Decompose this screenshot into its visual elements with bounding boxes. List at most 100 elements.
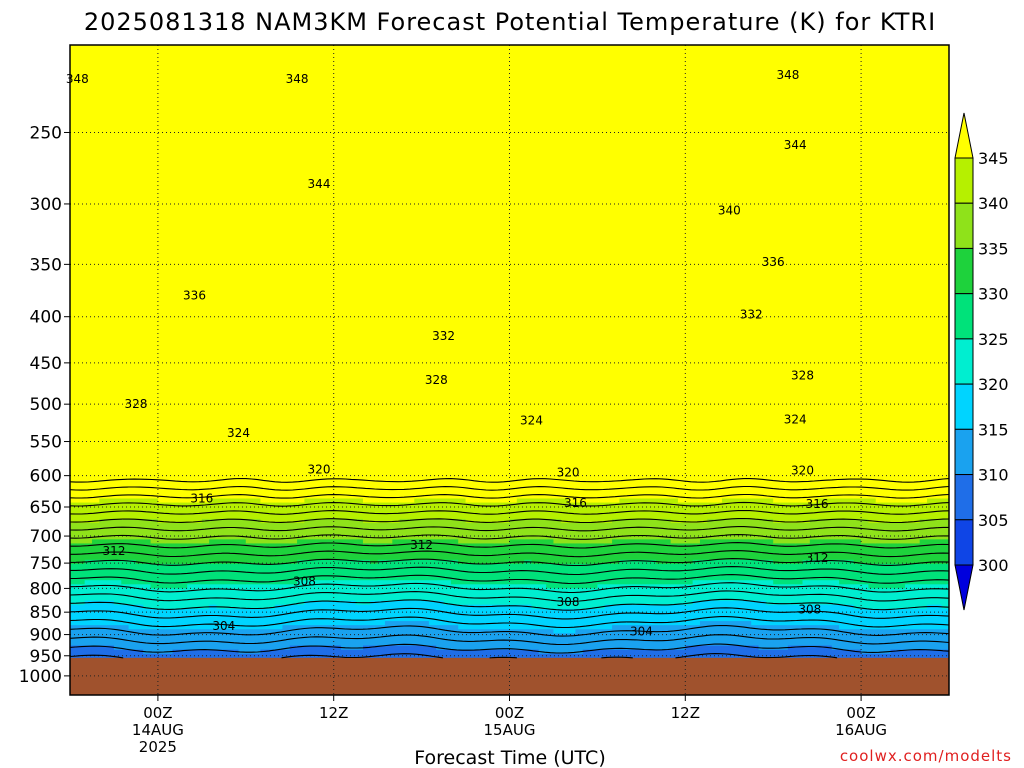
y-tick-label: 850 — [30, 603, 62, 623]
contour-322 — [70, 590, 949, 602]
colorbar-label: 335 — [978, 239, 1009, 258]
y-tick-label: 650 — [30, 498, 62, 518]
colorbar-label: 330 — [978, 285, 1009, 304]
contour-310 — [70, 643, 949, 654]
colorbar-label: 340 — [978, 194, 1009, 213]
contour-338 — [70, 526, 949, 532]
contour-344 — [70, 501, 949, 507]
contour-314 — [70, 624, 949, 637]
x-tick-label: 00Z — [846, 704, 875, 722]
contour-label: 332 — [432, 329, 455, 343]
credit-text: coolwx.com/modelts — [840, 747, 1012, 765]
contour-label: 340 — [718, 203, 741, 217]
colorbar-segment — [954, 428, 974, 476]
colorbar-label: 315 — [978, 420, 1009, 439]
colorbar-segment — [954, 383, 974, 430]
contour-label: 320 — [308, 463, 331, 477]
contour-label: 344 — [784, 138, 807, 152]
x-tick-label: 16AUG — [835, 721, 887, 739]
colorbar: 300 305 310 315 320 325 330 335 340 345 — [954, 112, 1009, 611]
contour-label: 316 — [564, 496, 587, 510]
contour-label: 336 — [183, 289, 206, 303]
contour-label: 320 — [791, 463, 814, 477]
y-tick-label: 350 — [30, 255, 62, 275]
contour-label: 312 — [410, 538, 433, 552]
contour-label: 324 — [520, 413, 543, 427]
colorbar-label: 310 — [978, 466, 1009, 485]
contour-label: 316 — [806, 497, 829, 511]
contour-label: 348 — [776, 68, 799, 82]
contour-342 — [70, 509, 949, 515]
colorbar-segment — [954, 202, 974, 249]
contour-label: 324 — [227, 426, 250, 440]
x-tick-label: 12Z — [319, 704, 348, 722]
contour-label: 312 — [806, 551, 829, 565]
colorbar-segment — [954, 474, 974, 521]
contour-label: 336 — [762, 255, 785, 269]
y-tick-label: 900 — [30, 626, 62, 646]
contour-316 — [70, 616, 949, 629]
y-tick-label: 700 — [30, 527, 62, 547]
contour-label: 344 — [308, 177, 331, 191]
y-tick-label: 400 — [30, 308, 62, 328]
y-tick-label: 300 — [30, 195, 62, 215]
contour-340 — [70, 517, 949, 524]
x-tick-label: 15AUG — [484, 721, 536, 739]
contour-350 — [70, 477, 949, 483]
colorbar-label: 305 — [978, 511, 1009, 530]
filled-contour-bands — [70, 45, 949, 659]
contour-labels: 348 348 348 344 344 340 336 336 332 332 328 328 328 3… — [66, 68, 829, 638]
contour-label: 308 — [798, 602, 821, 616]
contour-label: 324 — [784, 413, 807, 427]
y-tick-label: 500 — [30, 395, 62, 415]
y-tick-label: 600 — [30, 467, 62, 487]
colorbar-label: 325 — [978, 330, 1009, 349]
contour-320 — [70, 598, 949, 611]
colorbar-label: 345 — [978, 149, 1009, 168]
contour-label: 316 — [190, 492, 213, 506]
terrain-below-surface — [70, 657, 949, 695]
y-tick-label: 1000 — [19, 667, 62, 687]
chart-title: 2025081318 NAM3KM Forecast Potential Tem… — [84, 8, 936, 36]
y-tick-label: 950 — [30, 647, 62, 667]
contour-label: 328 — [791, 369, 814, 383]
colorbar-segment — [954, 519, 974, 566]
contour-328 — [70, 566, 949, 576]
contour-label: 312 — [103, 544, 126, 558]
colorbar-label: 300 — [978, 556, 1009, 575]
y-tick-label: 800 — [30, 579, 62, 599]
x-tick-label: 00Z — [495, 704, 524, 722]
x-tick-label: 00Z — [143, 704, 172, 722]
x-tick-label: 12Z — [671, 704, 700, 722]
contour-318 — [70, 607, 949, 620]
colorbar-segment — [954, 157, 974, 204]
contour-332 — [70, 550, 949, 558]
contour-346 — [70, 493, 949, 499]
colorbar-segment — [954, 247, 974, 295]
colorbar-max-arrow — [954, 112, 974, 159]
contour-label: 308 — [293, 575, 316, 589]
colorbar-segment — [954, 293, 974, 340]
y-tick-label: 450 — [30, 354, 62, 374]
contour-label: 332 — [740, 308, 763, 322]
y-tick-label: 750 — [30, 554, 62, 574]
contour-lines — [70, 477, 949, 659]
contour-324 — [70, 582, 949, 594]
x-axis-label: Forecast Time (UTC) — [414, 747, 605, 768]
contour-label: 304 — [630, 625, 653, 639]
contour-330 — [70, 558, 949, 567]
contour-label: 328 — [124, 397, 147, 411]
contour-348 — [70, 485, 949, 491]
contour-label: 308 — [557, 595, 580, 609]
y-tick-label: 550 — [30, 433, 62, 453]
x-tick-label: 2025 — [139, 738, 177, 756]
contour-308 — [70, 653, 838, 659]
y-tick-label: 250 — [30, 123, 62, 143]
contour-326 — [70, 574, 949, 585]
contour-334 — [70, 542, 949, 549]
contour-336 — [70, 534, 949, 540]
colorbar-label: 320 — [978, 375, 1009, 394]
contour-label: 348 — [286, 72, 309, 86]
